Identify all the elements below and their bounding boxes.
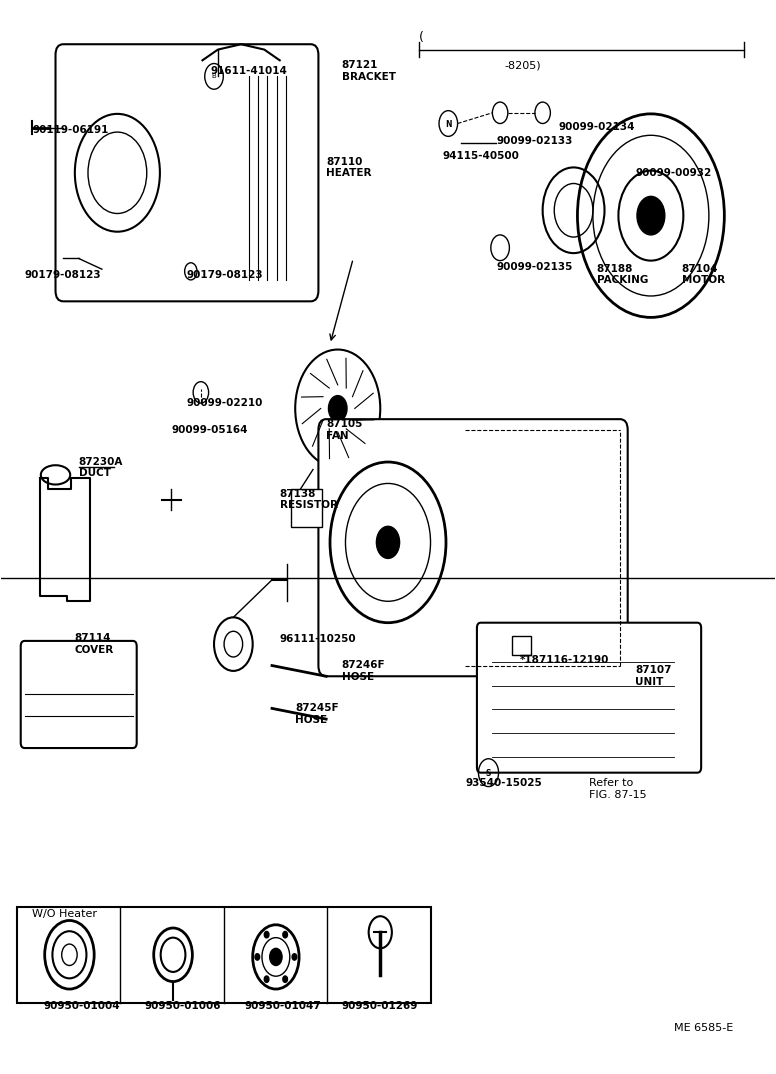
Text: ME 6585-E: ME 6585-E xyxy=(674,1022,733,1032)
Text: B: B xyxy=(212,73,217,79)
FancyBboxPatch shape xyxy=(21,641,137,748)
FancyBboxPatch shape xyxy=(477,623,702,772)
FancyBboxPatch shape xyxy=(56,44,318,302)
Text: Refer to
FIG. 87-15: Refer to FIG. 87-15 xyxy=(589,778,646,799)
Text: 96111-10250: 96111-10250 xyxy=(280,634,356,643)
Text: 87188
PACKING: 87188 PACKING xyxy=(597,264,648,286)
Circle shape xyxy=(282,976,287,983)
Circle shape xyxy=(292,954,296,960)
Bar xyxy=(511,636,531,655)
Text: 90099-02210: 90099-02210 xyxy=(187,398,263,408)
Text: *187116-12190: *187116-12190 xyxy=(519,655,609,665)
Circle shape xyxy=(376,526,400,558)
Circle shape xyxy=(328,395,347,421)
Circle shape xyxy=(282,931,287,938)
Text: 87245F
HOSE: 87245F HOSE xyxy=(295,703,339,725)
Text: 90099-02133: 90099-02133 xyxy=(496,135,573,146)
Bar xyxy=(17,906,431,1003)
Circle shape xyxy=(265,931,269,938)
Text: 87246F
HOSE: 87246F HOSE xyxy=(341,661,385,682)
Circle shape xyxy=(265,976,269,983)
Text: 87138
RESISTOR: 87138 RESISTOR xyxy=(280,489,338,510)
Text: 90179-08123: 90179-08123 xyxy=(187,270,264,279)
Text: 90950-01047: 90950-01047 xyxy=(245,1001,322,1012)
Text: 94115-40500: 94115-40500 xyxy=(442,150,519,161)
Text: S: S xyxy=(486,769,491,779)
Text: 90099-00932: 90099-00932 xyxy=(636,168,712,178)
Bar xyxy=(291,489,322,527)
Text: 87121
BRACKET: 87121 BRACKET xyxy=(341,60,396,82)
Text: 87114
COVER: 87114 COVER xyxy=(74,634,114,655)
Text: (: ( xyxy=(419,31,424,44)
Circle shape xyxy=(637,197,665,235)
Text: 90950-01269: 90950-01269 xyxy=(341,1001,418,1012)
Text: 87230A
DUCT: 87230A DUCT xyxy=(78,456,123,478)
Text: 87105
FAN: 87105 FAN xyxy=(326,419,362,440)
Text: 93540-15025: 93540-15025 xyxy=(466,779,542,788)
Text: 87107
UNIT: 87107 UNIT xyxy=(636,666,672,687)
Text: 90179-08123: 90179-08123 xyxy=(25,270,101,279)
Text: 87104
MOTOR: 87104 MOTOR xyxy=(682,264,725,286)
Text: -8205): -8205) xyxy=(504,60,541,71)
Text: 90099-02134: 90099-02134 xyxy=(558,121,635,132)
Text: W/O Heater: W/O Heater xyxy=(33,909,97,919)
Text: 91611-41014: 91611-41014 xyxy=(210,66,287,76)
Text: 90099-02135: 90099-02135 xyxy=(496,262,573,272)
Circle shape xyxy=(255,954,260,960)
Circle shape xyxy=(270,948,282,966)
Text: N: N xyxy=(445,120,452,129)
Text: 87110
HEATER: 87110 HEATER xyxy=(326,157,372,178)
FancyBboxPatch shape xyxy=(318,419,628,677)
Text: 90950-01006: 90950-01006 xyxy=(144,1001,221,1012)
Text: 90119-06191: 90119-06191 xyxy=(33,125,109,135)
Text: 90099-05164: 90099-05164 xyxy=(171,425,248,435)
Text: 90950-01004: 90950-01004 xyxy=(44,1001,120,1012)
